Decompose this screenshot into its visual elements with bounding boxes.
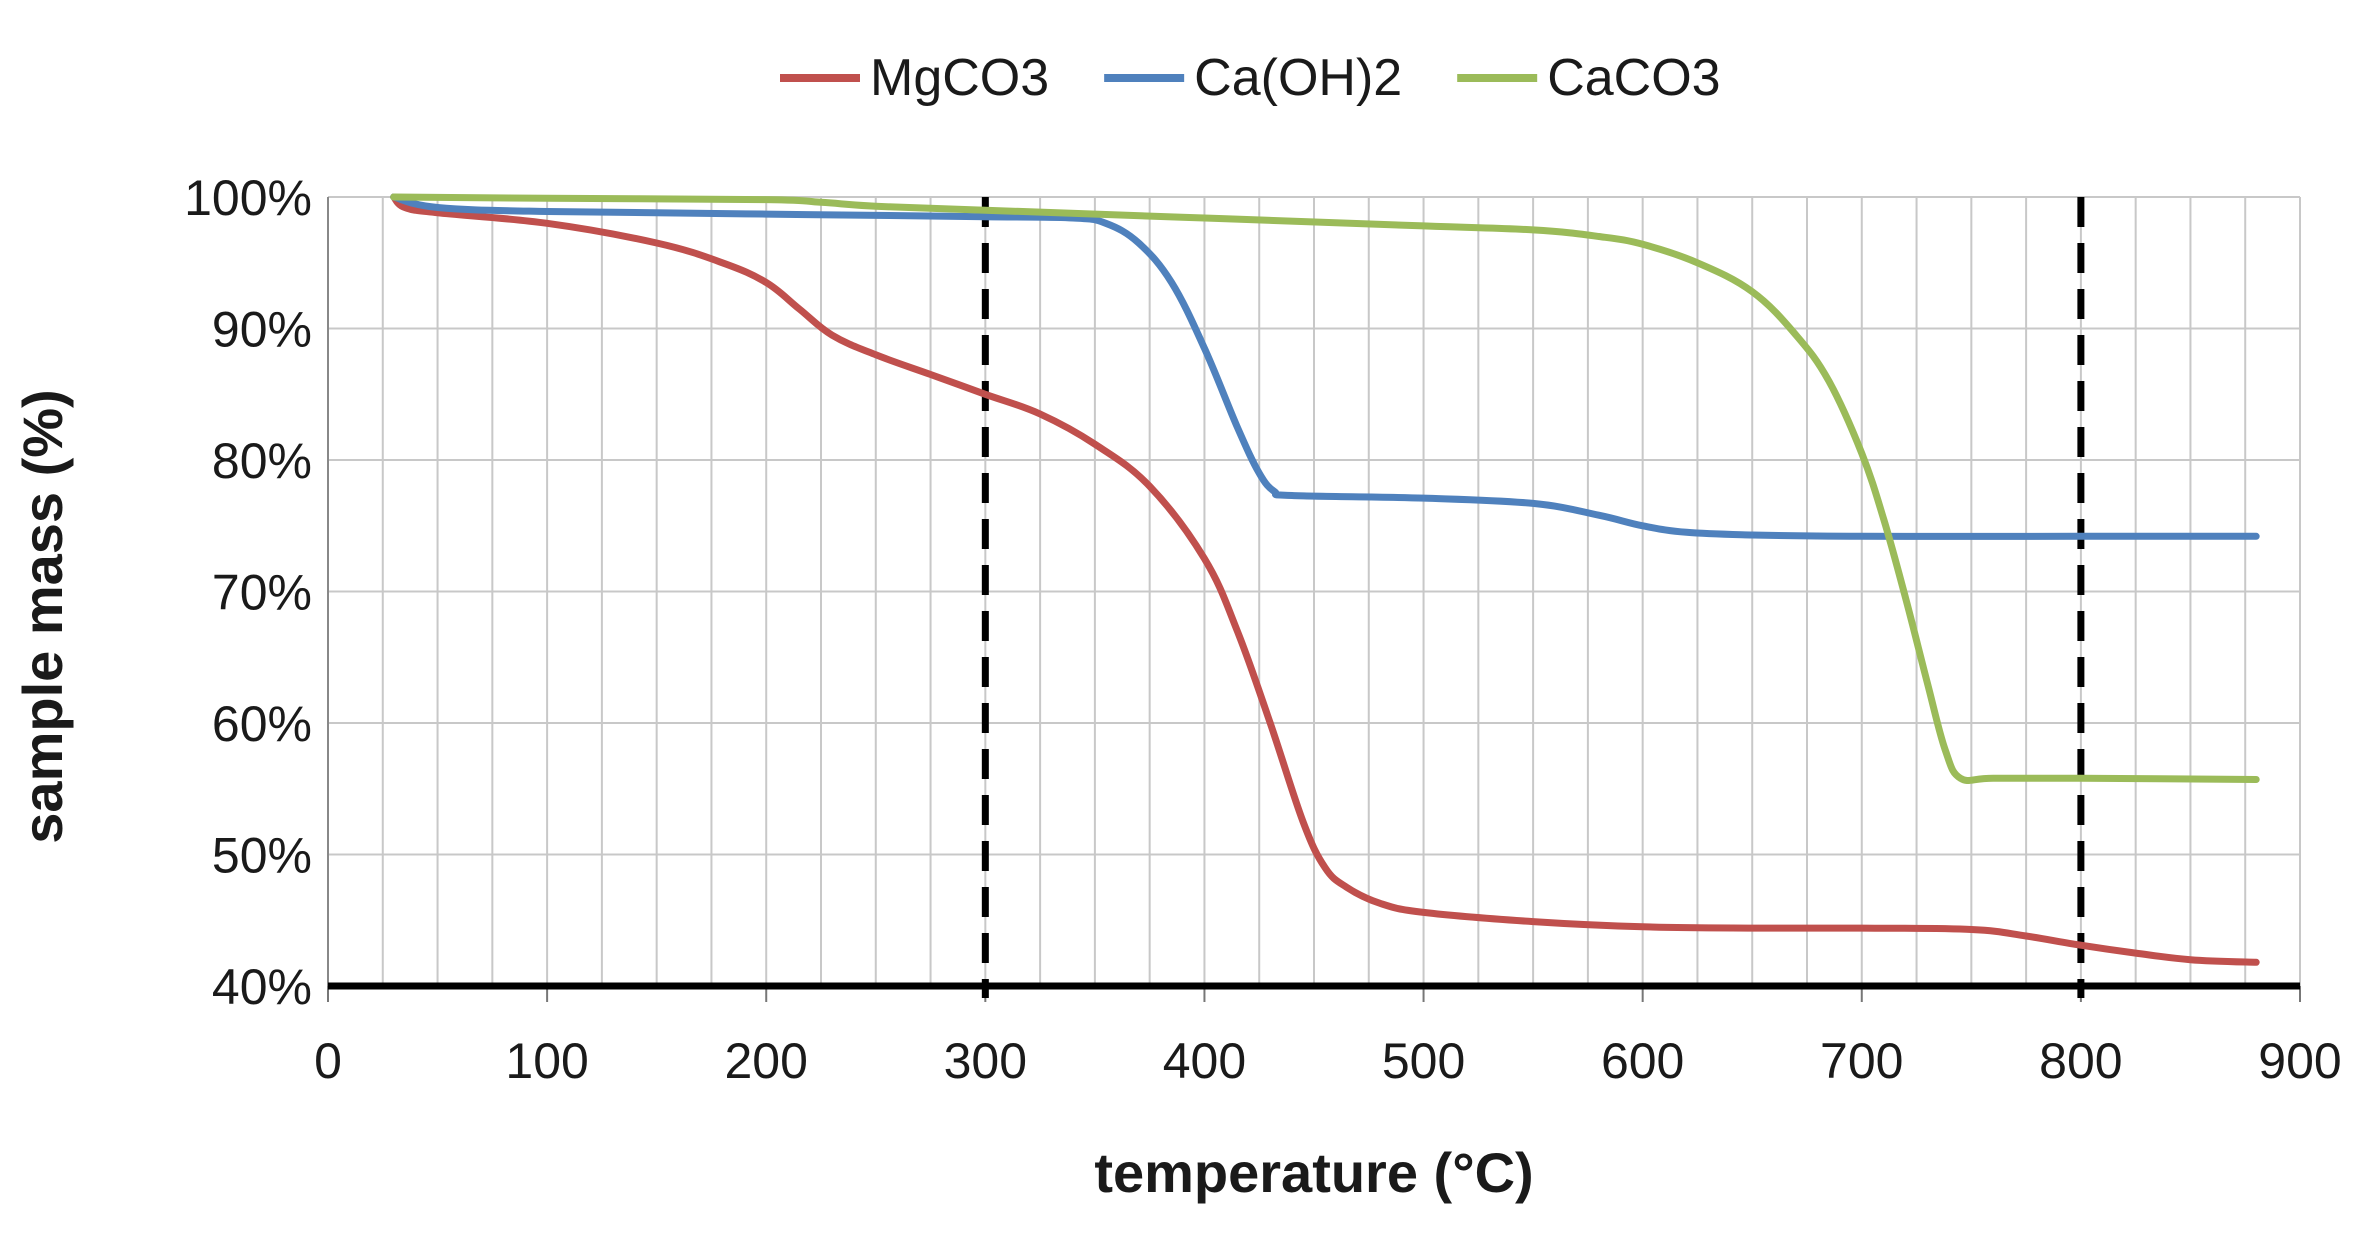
legend-label-mgco3: MgCO3 [870, 49, 1049, 107]
x-tick-label: 700 [1820, 1033, 1903, 1089]
legend: MgCO3 Ca(OH)2 CaCO3 [780, 49, 1721, 107]
x-tick-label: 500 [1382, 1033, 1465, 1089]
x-axis-ticks: 0 100 200 300 400 500 600 700 800 900 [314, 1033, 2342, 1089]
x-tick-label: 400 [1163, 1033, 1246, 1089]
y-tick-label: 60% [212, 696, 312, 752]
y-axis-ticks: 40% 50% 60% 70% 80% 90% 100% [184, 170, 312, 1015]
legend-label-caco3: CaCO3 [1547, 49, 1720, 107]
x-tick-label: 900 [2258, 1033, 2341, 1089]
x-axis-title: temperature (°C) [1094, 1141, 1533, 1204]
series-line-ca-oh-2 [390, 193, 2260, 540]
grid [327, 196, 2301, 1002]
series-lines [390, 193, 2260, 966]
y-tick-label: 100% [184, 170, 312, 226]
y-tick-label: 50% [212, 828, 312, 884]
series-line-caco3 [390, 193, 2260, 784]
legend-label-ca-oh-2: Ca(OH)2 [1194, 49, 1402, 107]
x-tick-label: 800 [2039, 1033, 2122, 1089]
reference-lines [328, 197, 2300, 998]
y-axis-title: sample mass (%) [11, 389, 74, 843]
series-line-mgco3 [390, 193, 2260, 966]
x-tick-label: 300 [944, 1033, 1027, 1089]
x-tick-label: 600 [1601, 1033, 1684, 1089]
y-tick-label: 40% [212, 959, 312, 1015]
y-tick-label: 90% [212, 302, 312, 358]
x-tick-label: 0 [314, 1033, 342, 1089]
x-tick-label: 200 [725, 1033, 808, 1089]
y-tick-label: 80% [212, 433, 312, 489]
x-tick-label: 100 [505, 1033, 588, 1089]
y-tick-label: 70% [212, 565, 312, 621]
